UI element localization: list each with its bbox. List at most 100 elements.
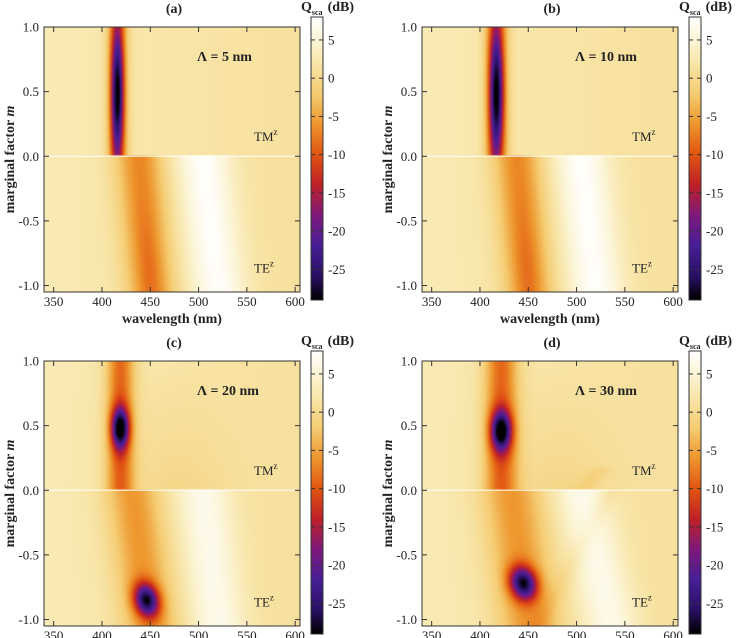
colorbar-tick-label: -25 bbox=[706, 596, 723, 611]
y-tick-label: 1.0 bbox=[401, 20, 417, 35]
mode-label-sup: z bbox=[274, 461, 278, 471]
x-axis-label: wavelength (nm) bbox=[122, 312, 222, 327]
y-tick-label: 0.0 bbox=[23, 483, 39, 498]
y-tick-label: -1.0 bbox=[396, 612, 417, 627]
x-tick-label: 350 bbox=[44, 294, 64, 309]
mode-label-sup: z bbox=[270, 259, 274, 269]
colorbar-title: Qsca (dB) bbox=[679, 0, 732, 17]
y-axis-label: marginal factor m bbox=[381, 105, 396, 213]
y-tick-label: -1.0 bbox=[18, 278, 39, 293]
x-tick-label: 500 bbox=[189, 294, 209, 309]
panel-a: 350 400 450 500 550 600 1.0 0.5 0.0 -0.5 -1.0 wavel… bbox=[0, 0, 369, 327]
colorbar-tick-label: 5 bbox=[706, 32, 713, 47]
x-tick-label: 400 bbox=[470, 628, 490, 638]
colorbar-tick-label: -5 bbox=[706, 443, 717, 458]
mode-label-sup: z bbox=[270, 593, 274, 603]
panel-label: (a) bbox=[166, 2, 183, 17]
colorbar-title-main: Q bbox=[679, 0, 690, 15]
y-tick-label: -1.0 bbox=[18, 612, 39, 627]
colorbar-title: Qsca (dB) bbox=[301, 0, 354, 17]
colorbar-frame bbox=[310, 16, 324, 301]
mode-label-tm: TMz bbox=[254, 461, 278, 478]
x-tick-label: 400 bbox=[92, 294, 112, 309]
colorbar-gradient bbox=[689, 17, 701, 300]
colorbar-title-unit: (dB) bbox=[706, 0, 733, 15]
x-tick-label: 500 bbox=[567, 628, 587, 638]
mode-label-main: TE bbox=[632, 261, 648, 276]
colorbar-tick-label: -10 bbox=[706, 481, 723, 496]
mode-label-main: TE bbox=[254, 595, 270, 610]
y-tick-label: 0.0 bbox=[401, 483, 417, 498]
colorbar-tick-label: -5 bbox=[328, 109, 339, 124]
y-tick-label: 0.5 bbox=[401, 84, 417, 99]
colorbar-tick-label: -5 bbox=[706, 109, 717, 124]
colorbar-tick-label: -10 bbox=[328, 481, 345, 496]
x-tick-label: 600 bbox=[663, 294, 683, 309]
lambda-annotation: Λ = 20 nm bbox=[197, 384, 259, 399]
y-axis-label-m: m bbox=[381, 439, 396, 450]
y-tick-label: 0.0 bbox=[23, 149, 39, 164]
y-tick-label: 0.5 bbox=[401, 418, 417, 433]
y-tick-label: 1.0 bbox=[23, 20, 39, 35]
y-axis-label-m: m bbox=[381, 105, 396, 116]
x-tick-label: 600 bbox=[285, 294, 305, 309]
plot-frame bbox=[43, 360, 301, 627]
panel-label: (d) bbox=[543, 336, 560, 351]
colorbar-gradient bbox=[311, 351, 323, 634]
colorbar-tick-label: 0 bbox=[328, 71, 335, 86]
plot-frame bbox=[421, 26, 679, 293]
y-axis-label: marginal factor m bbox=[3, 439, 18, 547]
x-tick-label: 450 bbox=[519, 294, 539, 309]
colorbar-tick-label: 5 bbox=[706, 366, 713, 381]
heatmap bbox=[44, 361, 300, 626]
plot-frame bbox=[43, 26, 301, 293]
plot-frame bbox=[421, 360, 679, 627]
colorbar-tick-label: -20 bbox=[328, 224, 345, 239]
mode-label-tm: TMz bbox=[632, 461, 656, 478]
lambda-annotation: Λ = 30 nm bbox=[575, 384, 637, 399]
colorbar-title-main: Q bbox=[301, 334, 312, 349]
colorbar-tick-label: 0 bbox=[706, 405, 713, 420]
mode-label-main: TE bbox=[632, 595, 648, 610]
heatmap bbox=[44, 27, 300, 292]
mode-label-sup: z bbox=[648, 593, 652, 603]
y-axis-label-main: marginal factor bbox=[381, 450, 396, 547]
x-tick-label: 600 bbox=[663, 628, 683, 638]
x-tick-label: 600 bbox=[285, 628, 305, 638]
colorbar-gradient bbox=[311, 17, 323, 300]
colorbar-title: Qsca (dB) bbox=[301, 334, 354, 351]
colorbar-tick-label: -15 bbox=[706, 519, 723, 534]
colorbar-title-main: Q bbox=[679, 334, 690, 349]
colorbar-tick-label: -25 bbox=[706, 262, 723, 277]
colorbar-tick-label: -20 bbox=[706, 224, 723, 239]
y-axis-label: marginal factor m bbox=[381, 439, 396, 547]
colorbar-title-unit: (dB) bbox=[328, 0, 355, 15]
x-tick-label: 500 bbox=[189, 628, 209, 638]
colorbar-tick-label: -10 bbox=[706, 147, 723, 162]
colorbar-frame bbox=[688, 16, 702, 301]
panel-label: (b) bbox=[543, 2, 560, 17]
x-tick-label: 450 bbox=[141, 628, 161, 638]
heatmap bbox=[422, 27, 678, 292]
mode-label-sup: z bbox=[652, 127, 656, 137]
y-tick-label: 0.0 bbox=[401, 149, 417, 164]
x-tick-label: 350 bbox=[422, 628, 442, 638]
mode-label-main: TM bbox=[632, 463, 652, 478]
x-tick-label: 450 bbox=[519, 628, 539, 638]
x-tick-label: 400 bbox=[92, 628, 112, 638]
y-tick-label: -0.5 bbox=[18, 547, 39, 562]
colorbar-title-sub: sca bbox=[690, 8, 701, 17]
mode-label-te: TEz bbox=[254, 259, 274, 276]
panel-label: (c) bbox=[166, 336, 182, 351]
mode-label-tm: TMz bbox=[632, 127, 656, 144]
colorbar-tick-label: -15 bbox=[328, 185, 345, 200]
colorbar-title-main: Q bbox=[301, 0, 312, 15]
mode-label-main: TM bbox=[632, 129, 652, 144]
x-tick-label: 350 bbox=[422, 294, 442, 309]
colorbar-tick-label: -20 bbox=[328, 558, 345, 573]
colorbar-tick-label: -15 bbox=[706, 185, 723, 200]
x-tick-label: 550 bbox=[237, 628, 257, 638]
panel-b: 350 400 450 500 550 600 1.0 0.5 0.0 -0.5 -1.0 wavel… bbox=[378, 0, 747, 327]
chart-svg: 3504004505005506001.00.50.0-0.5-1.0wavel… bbox=[3, 334, 354, 638]
colorbar-title-sub: sca bbox=[312, 8, 323, 17]
